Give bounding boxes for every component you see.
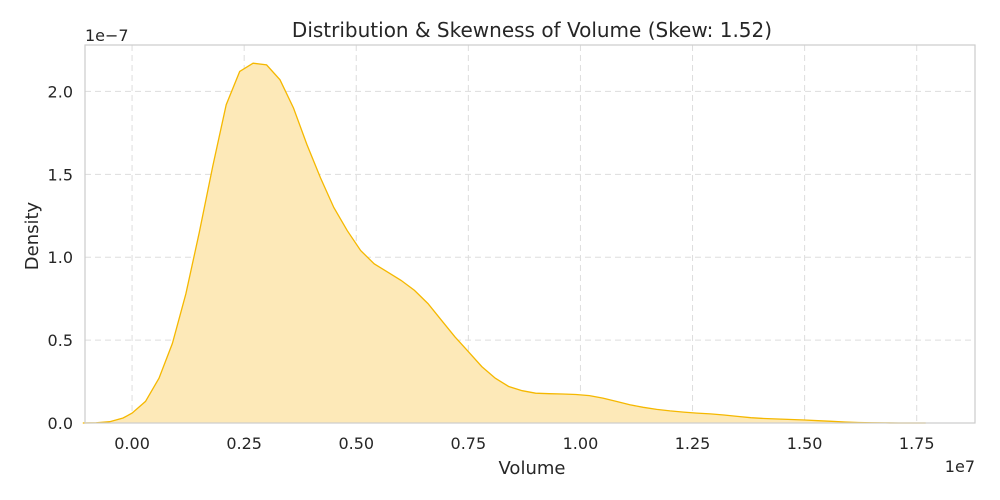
chart-title: Distribution & Skewness of Volume (Skew:… — [292, 18, 772, 42]
x-offset-label: 1e7 — [945, 457, 975, 476]
y-tick-label: 0.5 — [48, 331, 73, 350]
x-tick-label: 0.25 — [226, 434, 262, 453]
x-tick-label: 1.50 — [787, 434, 823, 453]
y-tick-labels: 0.0 0.5 1.0 1.5 2.0 — [48, 82, 73, 433]
x-tick-label: 1.00 — [563, 434, 599, 453]
density-area-layer — [82, 62, 926, 424]
y-tick-label: 1.5 — [48, 165, 73, 184]
x-tick-label: 1.25 — [675, 434, 711, 453]
x-tick-label: 0.50 — [338, 434, 374, 453]
density-line — [82, 62, 926, 424]
x-tick-label: 0.75 — [451, 434, 487, 453]
y-tick-label: 0.0 — [48, 414, 73, 433]
x-tick-label: 1.75 — [899, 434, 935, 453]
density-area — [82, 63, 926, 423]
y-offset-label: 1e−7 — [85, 26, 129, 45]
x-axis-label: Volume — [499, 458, 566, 479]
x-tick-labels: 0.00 0.25 0.50 0.75 1.00 1.25 1.50 1.75 — [114, 434, 934, 453]
y-tick-label: 1.0 — [48, 248, 73, 267]
x-tick-label: 0.00 — [114, 434, 150, 453]
y-axis-label: Density — [22, 201, 43, 270]
y-tick-label: 2.0 — [48, 82, 73, 101]
plot-frame — [84, 44, 976, 424]
